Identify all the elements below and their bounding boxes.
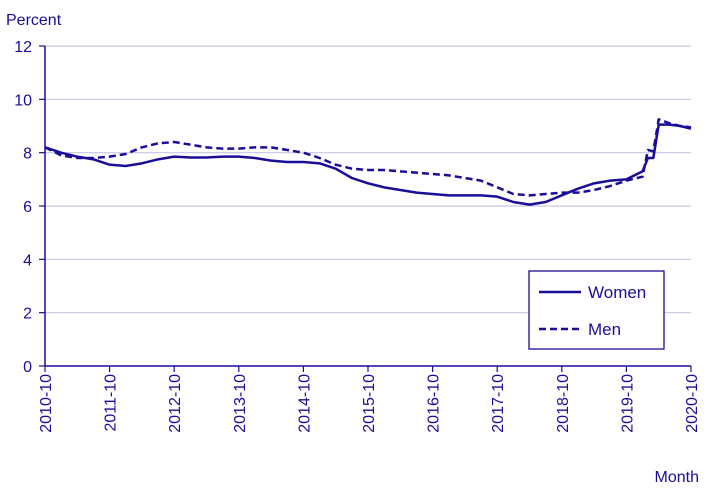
legend-label-women: Women bbox=[588, 283, 646, 302]
legend-box bbox=[528, 270, 665, 350]
x-tick-label: 2017-10 bbox=[490, 374, 507, 433]
x-tick-label: 2011-10 bbox=[103, 374, 120, 432]
y-tick-label: 8 bbox=[23, 146, 32, 163]
y-tick-label: 12 bbox=[14, 39, 32, 56]
x-tick-label: 2019-10 bbox=[619, 374, 636, 433]
y-tick-label: 0 bbox=[23, 359, 32, 376]
y-tick-label: 10 bbox=[14, 92, 32, 109]
x-tick-label: 2020-10 bbox=[684, 374, 701, 433]
y-tick-label: 2 bbox=[23, 306, 32, 323]
x-tick-label: 2018-10 bbox=[555, 374, 572, 433]
x-tick-label: 2015-10 bbox=[361, 374, 378, 433]
x-tick-label: 2016-10 bbox=[426, 374, 443, 433]
series-line-men bbox=[44, 118, 692, 197]
y-axis-title: Percent bbox=[6, 12, 62, 29]
x-axis-title: Month bbox=[655, 469, 699, 486]
series-lines bbox=[44, 118, 692, 206]
y-tick-label: 6 bbox=[23, 199, 32, 216]
legend: Women Men bbox=[528, 270, 665, 350]
series-line-women bbox=[44, 123, 692, 206]
x-tick-label: 2012-10 bbox=[167, 374, 184, 433]
x-tick-label: 2010-10 bbox=[38, 374, 55, 433]
y-tick-label: 4 bbox=[23, 252, 32, 269]
axes bbox=[39, 45, 692, 372]
x-tick-label: 2014-10 bbox=[296, 374, 313, 433]
legend-label-men: Men bbox=[588, 320, 621, 339]
tick-labels: 0 2 4 6 8 10 12 2010-10 2011-10 2012-10 2013-10 201… bbox=[14, 39, 701, 433]
x-tick-label: 2013-10 bbox=[232, 374, 249, 433]
